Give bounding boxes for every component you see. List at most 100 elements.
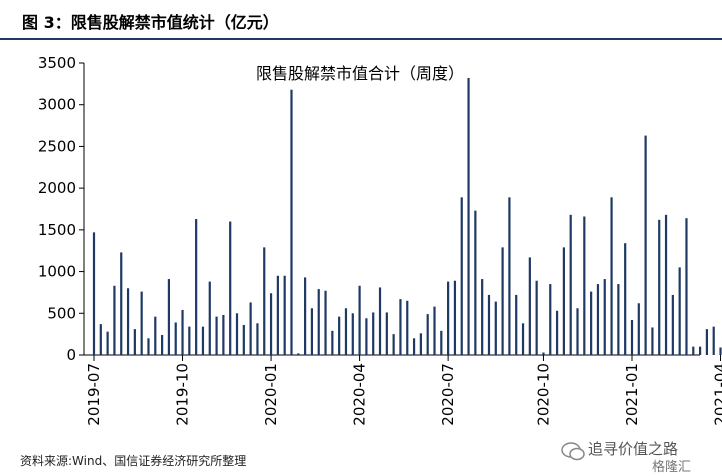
bar-chart: 0 500 1000 1500 2000 2500 3000 3500 2019-07 2019-… [38,54,722,426]
bar [99,324,102,355]
bar [392,334,395,355]
bar [263,247,266,355]
bar [365,318,368,355]
bar [590,291,593,355]
bar [447,281,450,355]
bar [698,346,702,355]
bar [195,219,198,355]
bar [535,280,538,355]
x-tick-label: 2021-04 [712,363,722,426]
bar [161,334,164,355]
bar [140,291,143,355]
bar [440,330,443,355]
bar [542,352,545,355]
bar [215,316,218,355]
bar [610,197,613,355]
bar [651,327,654,355]
bar [644,135,647,355]
bar [671,294,674,355]
bar [406,300,409,355]
bar [208,281,211,355]
bar [474,210,477,355]
bar [297,353,300,355]
y-tick-label: 2000 [38,179,76,197]
bar [120,252,123,355]
bar [637,303,640,355]
bar [678,267,681,355]
bar [378,287,382,355]
bar [154,316,157,355]
bar [426,314,429,355]
x-tick-label: 2019-07 [85,363,103,426]
bar [412,338,416,355]
y-tick-label: 3500 [38,54,76,72]
chart-title: 限售股解禁市值合计（周度） [256,64,464,83]
bar [351,313,354,355]
y-tick-label: 1500 [38,221,76,239]
bar [310,308,314,355]
bar [467,78,470,355]
watermark: 追寻价值之路 格隆汇 [560,438,720,475]
bar [338,316,341,355]
bar [521,323,525,355]
y-tick-label: 500 [47,304,76,322]
bar [92,232,96,355]
bar [147,338,150,355]
bar [583,216,586,355]
bar [712,326,715,355]
bar [317,289,320,355]
bar [133,329,136,355]
bar [460,197,463,355]
bar [201,326,205,355]
x-tick-label: 2019-10 [174,363,192,426]
bar [249,302,252,355]
bar [324,290,327,355]
bar [501,247,504,355]
y-tick-label: 3000 [38,96,76,114]
bar [624,243,627,355]
watermark-text: 追寻价值之路 [588,440,679,458]
source-note: 资料来源:Wind、国信证券经济研究所整理 [20,454,247,468]
bar [290,89,293,355]
bar [283,275,286,355]
bar [705,329,708,355]
bar [399,299,402,355]
bar [106,331,109,355]
bar [113,285,116,355]
bar [562,247,565,355]
bar [569,214,572,355]
bar [235,313,239,355]
bar [126,288,130,355]
watermark-logo: 格隆汇 [652,460,692,475]
bar [719,347,722,355]
bar [549,284,552,355]
x-tick-label: 2020-10 [534,363,552,426]
bar [269,293,273,355]
bar [229,221,232,355]
y-tick-label: 2500 [38,137,76,155]
bar [487,294,491,355]
bar [167,279,171,355]
bar [494,301,497,355]
y-tick-label: 0 [66,346,76,364]
figure-header: 图 3：限售股解禁市值统计（亿元） [0,0,722,40]
bar [603,279,606,355]
bar [617,284,620,355]
bar [276,275,279,355]
bar [685,218,688,355]
figure-title: 图 3：限售股解禁市值统计（亿元） [22,13,279,32]
bar [372,312,375,355]
bar [630,319,634,355]
bar [304,277,307,355]
x-tick-label: 2020-04 [351,363,369,426]
bar [453,280,457,355]
bar [344,308,348,355]
y-tick-label: 1000 [38,263,76,281]
bar [692,346,695,355]
bar [331,330,334,355]
bar [174,322,177,355]
x-tick-label: 2021-01 [623,363,641,426]
x-tick-label: 2020-01 [262,363,280,426]
bar [528,257,531,355]
bar [576,308,579,355]
